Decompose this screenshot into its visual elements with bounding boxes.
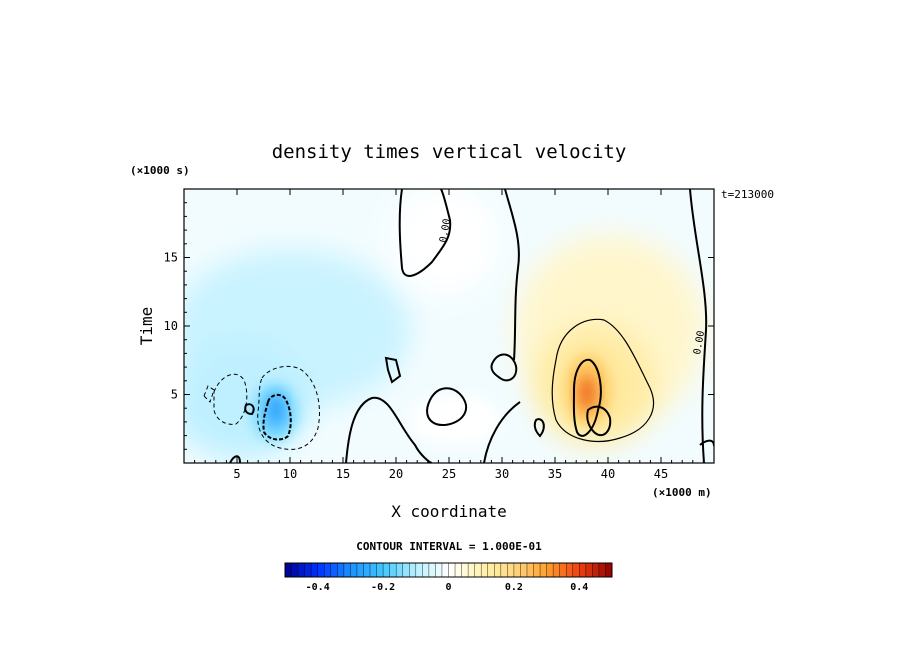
colorbar: -0.4 -0.2 0 0.2 0.4 bbox=[284, 562, 613, 593]
colorbar-swatch bbox=[435, 563, 443, 577]
colorbar-swatch bbox=[376, 563, 384, 577]
x-tick-label: 30 bbox=[495, 467, 509, 481]
colorbar-swatch bbox=[285, 563, 292, 577]
x-tick-label: 10 bbox=[283, 467, 297, 481]
x-tick-label: 20 bbox=[389, 467, 403, 481]
colorbar-swatch bbox=[461, 563, 469, 577]
y-tick-label: 15 bbox=[164, 251, 178, 265]
colorbar-swatch bbox=[389, 563, 397, 577]
colorbar-swatch bbox=[481, 563, 489, 577]
colorbar-swatch bbox=[363, 563, 371, 577]
zero-contour-label-2: 0.00 bbox=[692, 330, 707, 356]
colorbar-swatch bbox=[500, 563, 508, 577]
colorbar-swatch bbox=[402, 563, 410, 577]
colorbar-swatch bbox=[546, 563, 554, 577]
colorbar-swatch bbox=[526, 563, 534, 577]
colorbar-swatch bbox=[370, 563, 377, 577]
plot-area: 0.00 0.00 bbox=[184, 189, 714, 463]
colorbar-swatch bbox=[598, 563, 606, 577]
colorbar-swatch bbox=[468, 563, 475, 577]
colorbar-swatch bbox=[383, 563, 390, 577]
colorbar-swatch bbox=[494, 563, 502, 577]
colorbar-swatch bbox=[324, 563, 332, 577]
colorbar-swatch bbox=[455, 563, 462, 577]
y-unit-label: (×1000 s) bbox=[130, 164, 190, 177]
colorbar-swatch bbox=[330, 563, 338, 577]
colorbar-swatch bbox=[356, 563, 364, 577]
colorbar-swatch bbox=[566, 563, 574, 577]
x-tick-label: 15 bbox=[336, 467, 350, 481]
colorbar-swatch bbox=[317, 563, 325, 577]
colorbar-swatch bbox=[291, 563, 299, 577]
colorbar-swatch bbox=[304, 563, 312, 577]
colorbar-tick-label: 0.4 bbox=[570, 582, 588, 593]
colorbar-tick-label: 0.2 bbox=[505, 582, 523, 593]
x-axis-label: X coordinate bbox=[391, 502, 507, 521]
chart-title: density times vertical velocity bbox=[272, 141, 627, 163]
colorbar-swatch bbox=[409, 563, 417, 577]
colorbar-swatch bbox=[592, 563, 600, 577]
colorbar-swatch bbox=[311, 563, 318, 577]
x-tick-label: 45 bbox=[654, 467, 668, 481]
x-unit-label: (×1000 m) bbox=[652, 486, 712, 499]
colorbar-swatch bbox=[520, 563, 528, 577]
time-annotation: t=213000 bbox=[721, 188, 774, 201]
colorbar-swatch bbox=[448, 563, 456, 577]
colorbar-swatch bbox=[579, 563, 587, 577]
colorbar-swatch bbox=[298, 563, 305, 577]
colorbar-swatch bbox=[507, 563, 515, 577]
colorbar-swatch bbox=[513, 563, 521, 577]
contour-interval-text: CONTOUR INTERVAL = 1.000E-01 bbox=[356, 540, 542, 553]
y-tick-label: 10 bbox=[164, 319, 178, 333]
colorbar-swatch bbox=[396, 563, 404, 577]
colorbar-swatch bbox=[343, 563, 351, 577]
x-tick-label: 5 bbox=[233, 467, 240, 481]
colorbar-swatch bbox=[337, 563, 345, 577]
colorbar-swatch bbox=[441, 563, 449, 577]
x-axis: 5 10 15 20 25 30 35 40 45 bbox=[194, 189, 704, 481]
colorbar-swatch bbox=[553, 563, 560, 577]
colorbar-swatch bbox=[487, 563, 495, 577]
colorbar-tick-label: 0 bbox=[445, 582, 451, 593]
colorbar-swatch bbox=[559, 563, 567, 577]
colorbar-tick-label: -0.4 bbox=[306, 582, 330, 593]
colorbar-swatch bbox=[415, 563, 423, 577]
colorbar-swatch bbox=[350, 563, 358, 577]
colorbar-swatch bbox=[474, 563, 482, 577]
y-axis: 5 10 15 bbox=[164, 202, 714, 450]
y-tick-label: 5 bbox=[171, 388, 178, 402]
colorbar-frame bbox=[284, 562, 613, 578]
colorbar-swatch bbox=[585, 563, 593, 577]
colorbar-swatch bbox=[605, 563, 613, 577]
colorbar-swatch bbox=[422, 563, 430, 577]
colorbar-tick-label: -0.2 bbox=[371, 582, 395, 593]
colorbar-swatch bbox=[533, 563, 541, 577]
x-tick-label: 25 bbox=[442, 467, 456, 481]
x-tick-label: 35 bbox=[548, 467, 562, 481]
y-axis-label: Time bbox=[137, 307, 156, 346]
colorbar-swatch bbox=[428, 563, 436, 577]
colorbar-swatch bbox=[540, 563, 547, 577]
x-tick-label: 40 bbox=[601, 467, 615, 481]
colorbar-swatch bbox=[572, 563, 580, 577]
zero-contour-label: 0.00 bbox=[438, 218, 453, 244]
